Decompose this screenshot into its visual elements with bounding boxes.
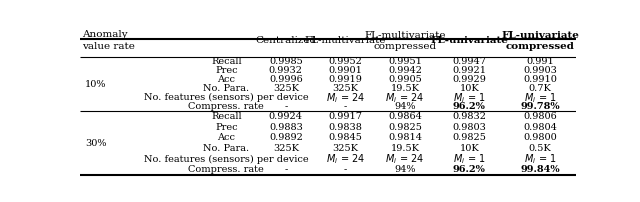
Text: 10K: 10K bbox=[460, 144, 479, 153]
Text: 0.9901: 0.9901 bbox=[328, 66, 362, 75]
Text: No. features (sensors) per device: No. features (sensors) per device bbox=[144, 155, 308, 164]
Text: 96.2%: 96.2% bbox=[453, 102, 486, 111]
Text: 0.9917: 0.9917 bbox=[328, 112, 362, 121]
Text: Prec: Prec bbox=[215, 123, 237, 132]
Text: $M_i\,=\,1$: $M_i\,=\,1$ bbox=[524, 91, 557, 105]
Text: $M_i\,=\,24$: $M_i\,=\,24$ bbox=[326, 91, 365, 105]
Text: $M_i\,=\,1$: $M_i\,=\,1$ bbox=[453, 152, 486, 166]
Text: 99.78%: 99.78% bbox=[520, 102, 560, 111]
Text: 19.5K: 19.5K bbox=[390, 144, 419, 153]
Text: 0.9985: 0.9985 bbox=[269, 57, 303, 66]
Text: 30%: 30% bbox=[85, 139, 106, 148]
Text: 325K: 325K bbox=[332, 84, 358, 93]
Text: 0.9996: 0.9996 bbox=[269, 75, 303, 84]
Text: 0.9845: 0.9845 bbox=[328, 133, 362, 142]
Text: 10K: 10K bbox=[460, 84, 479, 93]
Text: 0.9942: 0.9942 bbox=[388, 66, 422, 75]
Text: 0.9838: 0.9838 bbox=[328, 123, 362, 132]
Text: 0.9932: 0.9932 bbox=[269, 66, 303, 75]
Text: 10%: 10% bbox=[85, 80, 106, 89]
Text: 0.9825: 0.9825 bbox=[388, 123, 422, 132]
Text: 0.5K: 0.5K bbox=[529, 144, 552, 153]
Text: Compress. rate: Compress. rate bbox=[188, 165, 264, 174]
Text: 96.2%: 96.2% bbox=[453, 165, 486, 174]
Text: -: - bbox=[344, 102, 347, 111]
Text: 0.9806: 0.9806 bbox=[523, 112, 557, 121]
Text: Recall: Recall bbox=[211, 112, 242, 121]
Text: $M_i\,=\,24$: $M_i\,=\,24$ bbox=[385, 91, 424, 105]
Text: 0.9832: 0.9832 bbox=[452, 112, 486, 121]
Text: 0.9910: 0.9910 bbox=[523, 75, 557, 84]
Text: 325K: 325K bbox=[273, 84, 299, 93]
Text: FL-univariate
compressed: FL-univariate compressed bbox=[501, 31, 579, 51]
Text: Acc: Acc bbox=[218, 75, 236, 84]
Text: 0.9919: 0.9919 bbox=[328, 75, 362, 84]
Text: No. features (sensors) per device: No. features (sensors) per device bbox=[144, 93, 308, 102]
Text: 0.9951: 0.9951 bbox=[388, 57, 422, 66]
Text: 19.5K: 19.5K bbox=[390, 84, 419, 93]
Text: 0.7K: 0.7K bbox=[529, 84, 552, 93]
Text: 0.9921: 0.9921 bbox=[452, 66, 486, 75]
Text: -: - bbox=[284, 165, 287, 174]
Text: FL-multivariate
compressed: FL-multivariate compressed bbox=[364, 31, 445, 51]
Text: 0.9905: 0.9905 bbox=[388, 75, 422, 84]
Text: No. Para.: No. Para. bbox=[204, 84, 250, 93]
Text: -: - bbox=[284, 102, 287, 111]
Text: 0.9804: 0.9804 bbox=[523, 123, 557, 132]
Text: 0.9947: 0.9947 bbox=[452, 57, 486, 66]
Text: 0.9864: 0.9864 bbox=[388, 112, 422, 121]
Text: 94%: 94% bbox=[394, 165, 415, 174]
Text: $M_i\,=\,1$: $M_i\,=\,1$ bbox=[524, 152, 557, 166]
Text: 0.9883: 0.9883 bbox=[269, 123, 303, 132]
Text: -: - bbox=[344, 165, 347, 174]
Text: 0.9924: 0.9924 bbox=[269, 112, 303, 121]
Text: 0.9825: 0.9825 bbox=[452, 133, 486, 142]
Text: 325K: 325K bbox=[273, 144, 299, 153]
Text: $M_i\,=\,24$: $M_i\,=\,24$ bbox=[326, 152, 365, 166]
Text: 0.9800: 0.9800 bbox=[523, 133, 557, 142]
Text: $M_i\,=\,1$: $M_i\,=\,1$ bbox=[453, 91, 486, 105]
Text: Anomaly
value rate: Anomaly value rate bbox=[83, 30, 135, 51]
Text: FL-multivariate: FL-multivariate bbox=[305, 36, 386, 45]
Text: Prec: Prec bbox=[215, 66, 237, 75]
Text: 0.9803: 0.9803 bbox=[452, 123, 486, 132]
Text: 325K: 325K bbox=[332, 144, 358, 153]
Text: $M_i\,=\,24$: $M_i\,=\,24$ bbox=[385, 152, 424, 166]
Text: 0.9892: 0.9892 bbox=[269, 133, 303, 142]
Text: 0.991: 0.991 bbox=[526, 57, 554, 66]
Text: FL-univariate: FL-univariate bbox=[431, 36, 508, 45]
Text: 94%: 94% bbox=[394, 102, 415, 111]
Text: 0.9903: 0.9903 bbox=[523, 66, 557, 75]
Text: 0.9952: 0.9952 bbox=[328, 57, 362, 66]
Text: Centralized: Centralized bbox=[255, 36, 316, 45]
Text: -: - bbox=[284, 155, 287, 164]
Text: 0.9929: 0.9929 bbox=[452, 75, 486, 84]
Text: Recall: Recall bbox=[211, 57, 242, 66]
Text: 0.9814: 0.9814 bbox=[388, 133, 422, 142]
Text: Acc: Acc bbox=[218, 133, 236, 142]
Text: 99.84%: 99.84% bbox=[520, 165, 560, 174]
Text: No. Para.: No. Para. bbox=[204, 144, 250, 153]
Text: -: - bbox=[284, 93, 287, 102]
Text: Compress. rate: Compress. rate bbox=[188, 102, 264, 111]
